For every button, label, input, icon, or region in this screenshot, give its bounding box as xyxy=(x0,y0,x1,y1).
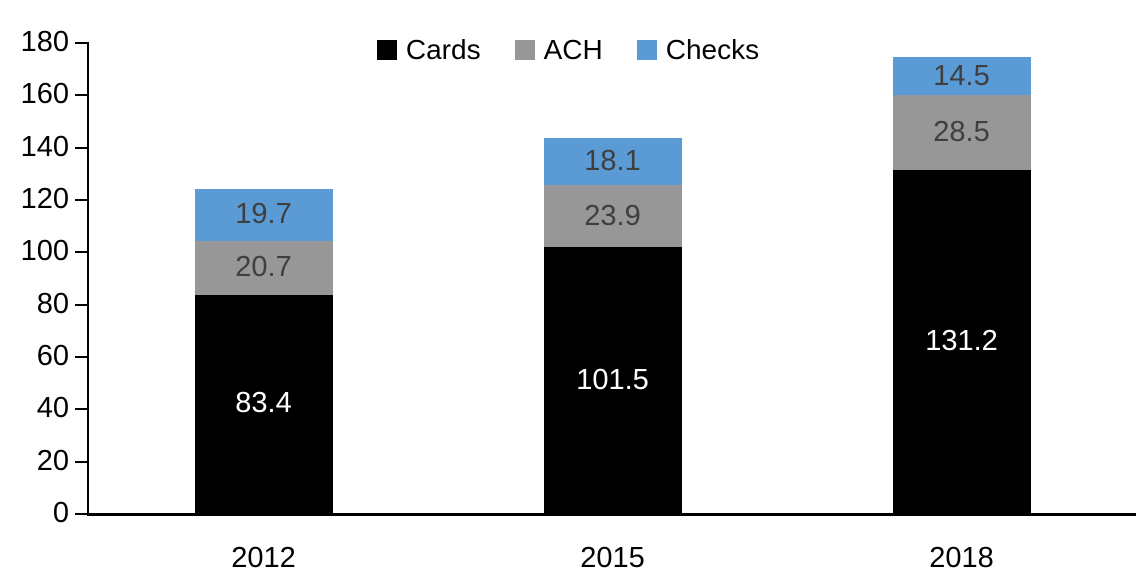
y-axis-tick xyxy=(75,251,87,254)
bar-segment-cards-2012: 83.4 xyxy=(194,294,333,513)
data-label-cards-2015: 101.5 xyxy=(576,363,649,396)
chart-legend: Cards ACH Checks xyxy=(0,36,1136,64)
data-label-checks-2018: 14.5 xyxy=(933,59,990,92)
bar-segment-checks-2018: 14.5 xyxy=(892,57,1031,96)
x-axis-label-2018: 2018 xyxy=(929,542,994,574)
y-axis-tick-label: 140 xyxy=(20,130,69,163)
x-axis-label-2012: 2012 xyxy=(231,542,296,574)
legend-label-cards: Cards xyxy=(405,34,481,65)
y-axis-tick xyxy=(75,303,87,306)
y-axis-tick-label: 40 xyxy=(36,392,69,425)
x-axis-label-2015: 2015 xyxy=(580,542,645,574)
bar-segment-ach-2018: 28.5 xyxy=(892,95,1031,170)
bar-segment-cards-2018: 131.2 xyxy=(892,169,1031,513)
y-axis-tick xyxy=(75,42,87,44)
data-label-cards-2018: 131.2 xyxy=(925,324,998,357)
data-label-ach-2018: 28.5 xyxy=(933,115,990,148)
legend-item-cards: Cards xyxy=(376,34,481,65)
y-axis-tick-label: 80 xyxy=(36,287,69,320)
y-axis-tick xyxy=(75,356,87,358)
legend-label-ach: ACH xyxy=(543,34,603,65)
y-axis-tick xyxy=(75,408,87,411)
y-axis-tick-label: 60 xyxy=(36,340,69,372)
legend-swatch-ach xyxy=(514,40,535,60)
y-axis-line xyxy=(87,42,89,516)
data-label-ach-2012: 20.7 xyxy=(235,251,292,284)
y-axis-tick xyxy=(75,199,87,201)
data-label-ach-2015: 23.9 xyxy=(584,199,641,232)
bar-segment-cards-2015: 101.5 xyxy=(543,247,682,513)
x-axis-line xyxy=(87,513,1136,516)
legend-label-checks: Checks xyxy=(665,34,760,65)
legend-swatch-checks xyxy=(636,40,657,60)
data-label-checks-2012: 19.7 xyxy=(235,198,292,231)
y-axis-tick-label: 100 xyxy=(20,235,69,268)
y-axis-tick xyxy=(75,94,87,97)
y-axis-tick-label: 20 xyxy=(36,444,69,477)
y-axis-tick xyxy=(75,460,87,463)
data-label-checks-2015: 18.1 xyxy=(584,144,641,177)
legend-swatch-cards xyxy=(376,40,397,60)
y-axis-tick xyxy=(75,146,87,149)
bar-segment-ach-2015: 23.9 xyxy=(543,184,682,248)
legend-item-checks: Checks xyxy=(636,34,760,65)
y-axis-tick-label: 0 xyxy=(52,497,69,529)
y-axis-tick-label: 180 xyxy=(20,26,69,58)
y-axis-tick-label: 120 xyxy=(20,183,69,215)
y-axis-tick-label: 160 xyxy=(20,78,69,111)
bar-segment-checks-2012: 19.7 xyxy=(194,189,333,241)
y-axis-tick xyxy=(75,513,87,515)
legend-item-ach: ACH xyxy=(514,34,603,65)
bar-segment-checks-2015: 18.1 xyxy=(543,137,682,185)
data-label-cards-2012: 83.4 xyxy=(235,387,292,420)
bar-segment-ach-2012: 20.7 xyxy=(194,240,333,295)
